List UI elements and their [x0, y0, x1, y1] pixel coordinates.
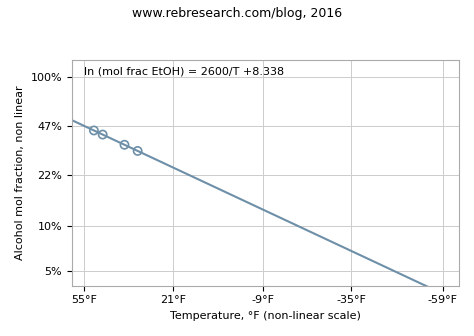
Point: [121, 142, 128, 148]
X-axis label: Temperature, °F (non-linear scale): Temperature, °F (non-linear scale): [170, 311, 361, 321]
Point: [99, 132, 107, 137]
Text: www.rebresearch.com/blog, 2016: www.rebresearch.com/blog, 2016: [132, 7, 342, 20]
Point: [90, 128, 98, 133]
Text: ln (mol frac EtOH) = 2600/T +8.338: ln (mol frac EtOH) = 2600/T +8.338: [83, 67, 283, 77]
Y-axis label: Alcohol mol fraction, non linear: Alcohol mol fraction, non linear: [15, 85, 25, 260]
Point: [134, 148, 141, 154]
